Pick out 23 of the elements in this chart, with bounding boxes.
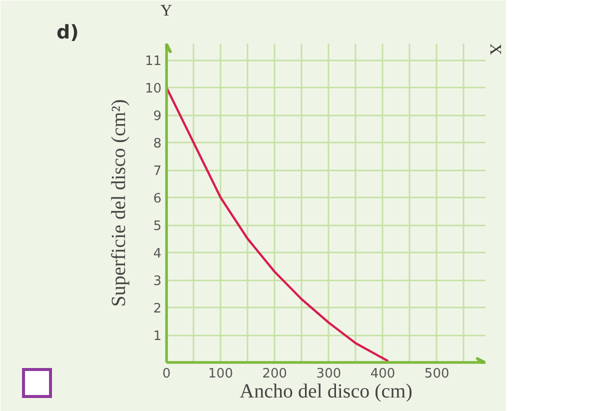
y-tick-label: 5 <box>153 219 162 234</box>
x-tick-label: 200 <box>262 366 288 382</box>
x-tick-label: 100 <box>208 366 233 382</box>
chart-title: d) <box>56 22 79 44</box>
y-tick-label: 10 <box>144 82 162 96</box>
x-tick-label: 500 <box>424 366 450 382</box>
y-tick-label: 2 <box>153 302 162 316</box>
text: Y <box>160 2 172 20</box>
y-axis-title: Superficie del disco (cm²) <box>108 99 130 307</box>
y-tick-label: 9 <box>153 109 162 124</box>
y-tick-label: 7 <box>153 164 162 179</box>
x-axis-title: Ancho del disco (cm) <box>240 380 412 402</box>
y-tick-label: 8 <box>153 136 162 152</box>
line-series <box>166 86 390 362</box>
x-tick-label: 400 <box>370 366 396 382</box>
x-tick-label: 0 <box>162 366 171 382</box>
y-tick-label: 1 <box>153 329 162 344</box>
x-tick-label: 300 <box>316 366 342 382</box>
y-tick-label: 4 <box>153 246 162 262</box>
text: X <box>486 44 504 56</box>
y-tick-label: 11 <box>144 54 162 69</box>
y-tick-label: 3 <box>153 274 162 289</box>
y-tick-label: 6 <box>153 192 162 206</box>
